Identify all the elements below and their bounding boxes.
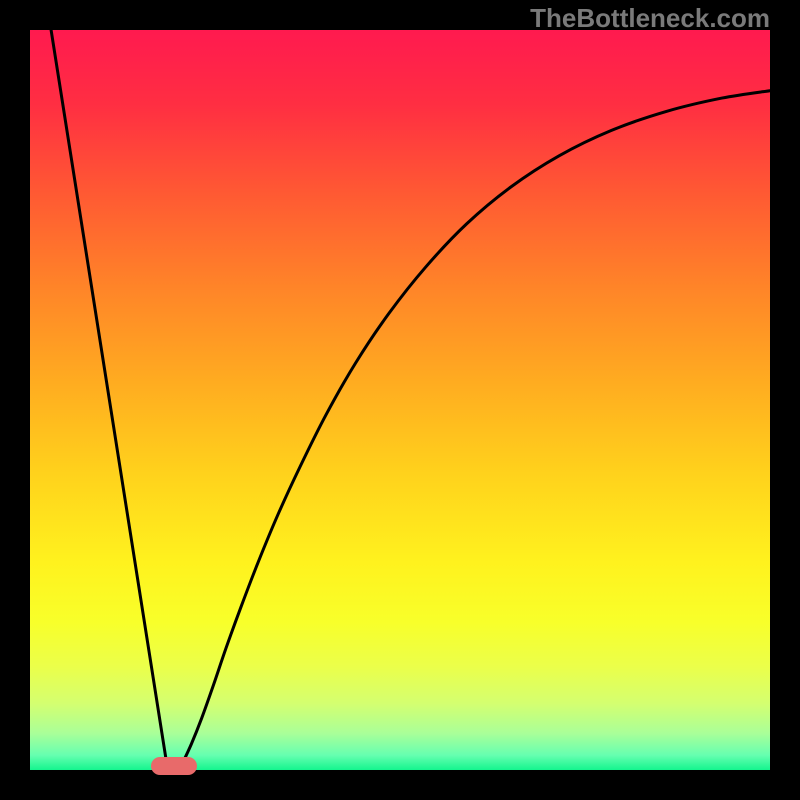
plot-area xyxy=(30,30,770,770)
plot-svg xyxy=(30,30,770,770)
chart-container: TheBottleneck.com xyxy=(0,0,800,800)
gradient-background xyxy=(30,30,770,770)
watermark-text: TheBottleneck.com xyxy=(530,3,770,34)
optimal-marker xyxy=(151,757,197,775)
